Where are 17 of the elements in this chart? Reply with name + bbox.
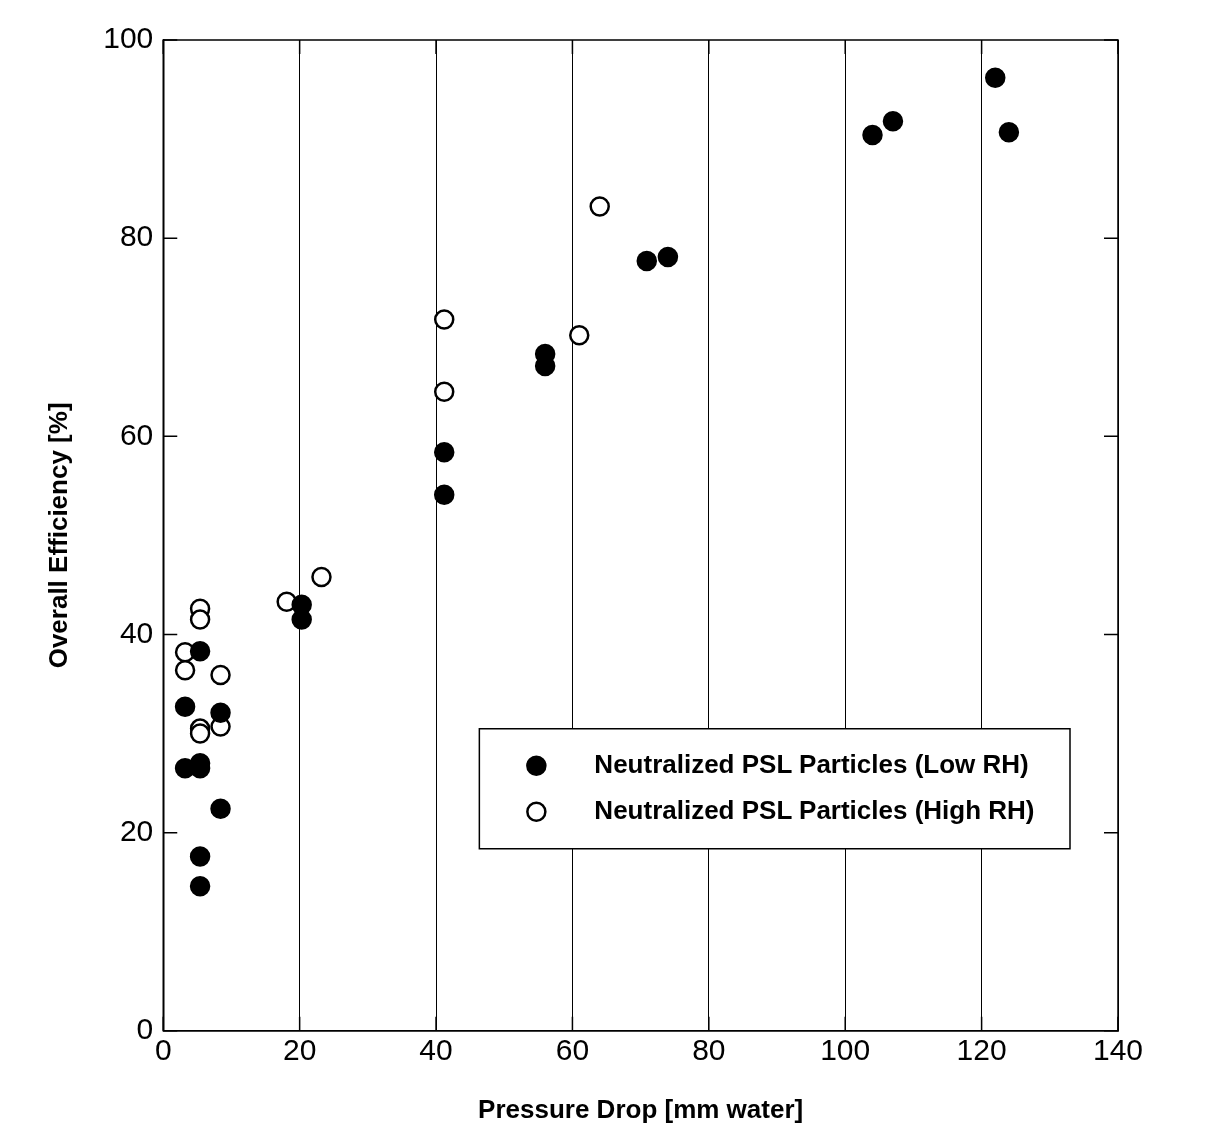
x-tick-label: 80 xyxy=(692,1033,726,1067)
x-tick-label: 20 xyxy=(282,1033,317,1067)
x-tick-label: 140 xyxy=(1092,1033,1144,1067)
y-tick-label: 80 xyxy=(119,219,154,253)
y-tick-label: 0 xyxy=(136,1012,154,1046)
x-axis-title: Pressure Drop [mm water] xyxy=(478,1093,804,1124)
y-tick-label: 60 xyxy=(119,417,154,451)
y-axis-title: Overall Efficiency [%] xyxy=(42,402,73,669)
x-tick-label: 40 xyxy=(419,1033,453,1067)
y-tick-label: 20 xyxy=(119,813,154,847)
legend-label: Neutralized PSL Particles (High RH) xyxy=(594,794,1035,825)
x-tick-label: 100 xyxy=(820,1033,871,1067)
y-tick-label: 40 xyxy=(119,615,154,649)
x-tick-label: 60 xyxy=(555,1033,590,1067)
x-tick-label: 120 xyxy=(956,1033,1007,1067)
legend-label: Neutralized PSL Particles (Low RH) xyxy=(594,748,1029,779)
y-tick-label: 100 xyxy=(103,21,154,55)
